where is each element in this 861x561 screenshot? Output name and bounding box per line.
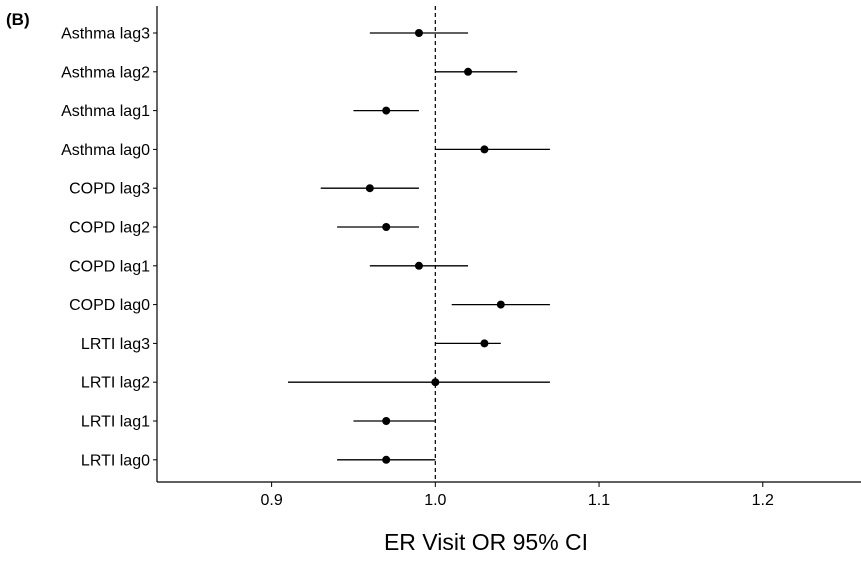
point-estimate [464, 67, 473, 76]
category-label: LRTI lag2 [81, 375, 150, 392]
category-label: Asthma lag0 [61, 142, 150, 159]
axes [156, 6, 861, 483]
x-tick-label: 1.0 [424, 492, 446, 509]
point-estimate [480, 339, 489, 348]
point-estimate [431, 378, 440, 387]
point-estimate [382, 223, 391, 231]
category-label: Asthma lag2 [61, 64, 150, 81]
forest-rows: Asthma lag3 Asthma lag2 Asthma lag1 Asthma … [61, 26, 550, 469]
category-label: COPD lag2 [69, 220, 150, 237]
category-label: LRTI lag3 [81, 336, 150, 353]
point-estimate [382, 455, 391, 464]
point-estimate [414, 29, 423, 37]
point-estimate [480, 145, 489, 154]
point-estimate [496, 300, 505, 309]
category-label: Asthma lag1 [61, 103, 150, 120]
x-axis-title: ER Visit OR 95% CI [384, 529, 588, 555]
category-label: COPD lag0 [69, 297, 150, 314]
category-label: COPD lag1 [69, 258, 150, 275]
category-label: Asthma lag3 [61, 26, 150, 43]
x-tick-label: 1.1 [588, 492, 610, 509]
point-estimate [382, 106, 391, 115]
category-label: COPD lag3 [69, 181, 150, 198]
point-estimate [365, 184, 374, 193]
panel-label: (B) [6, 10, 30, 29]
point-estimate [382, 417, 391, 425]
x-tick-label: 1.2 [752, 492, 774, 509]
category-label: LRTI lag1 [81, 414, 150, 431]
x-tick-label: 0.9 [260, 492, 282, 509]
category-label: LRTI lag0 [81, 452, 150, 469]
x-ticks: 0.9 1.0 1.1 1.2 [260, 482, 774, 509]
point-estimate [414, 261, 423, 270]
